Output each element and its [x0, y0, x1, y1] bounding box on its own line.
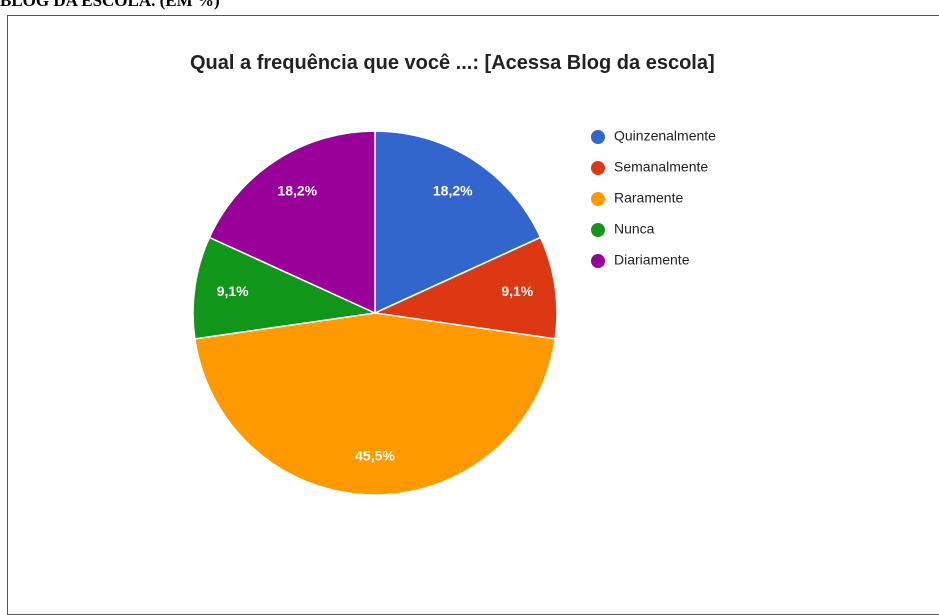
legend-label: Raramente [614, 190, 683, 206]
legend-marker [591, 130, 605, 144]
slice-label: 9,1% [217, 283, 249, 299]
legend-label: Semanalmente [614, 159, 708, 175]
pie-slice [194, 312, 556, 496]
slice-label: 9,1% [501, 283, 533, 299]
pie-slice [372, 236, 558, 340]
pie-slice [374, 130, 542, 315]
legend-marker [591, 161, 605, 175]
chart-title: Qual a frequência que você ...: [Acessa … [190, 52, 715, 74]
legend-marker [591, 192, 605, 206]
chart: 18,2% 9,1% 45,5% 9,1% 18,2% Quinzenalmente Sem… [192, 128, 716, 496]
legend-label: Nunca [614, 221, 655, 237]
legend-label: Diariamente [614, 252, 690, 268]
legend-marker [591, 223, 605, 237]
legend-marker [591, 254, 605, 268]
slice-label: 18,2% [433, 183, 473, 199]
pie-slice [208, 130, 376, 315]
caption: BLOG DA ESCOLA. (EM %) [0, 0, 220, 10]
slice-label: 18,2% [277, 183, 317, 199]
legend-label: Quinzenalmente [614, 128, 716, 144]
slice-label: 45,5% [355, 447, 395, 463]
pie-slice [192, 236, 378, 340]
